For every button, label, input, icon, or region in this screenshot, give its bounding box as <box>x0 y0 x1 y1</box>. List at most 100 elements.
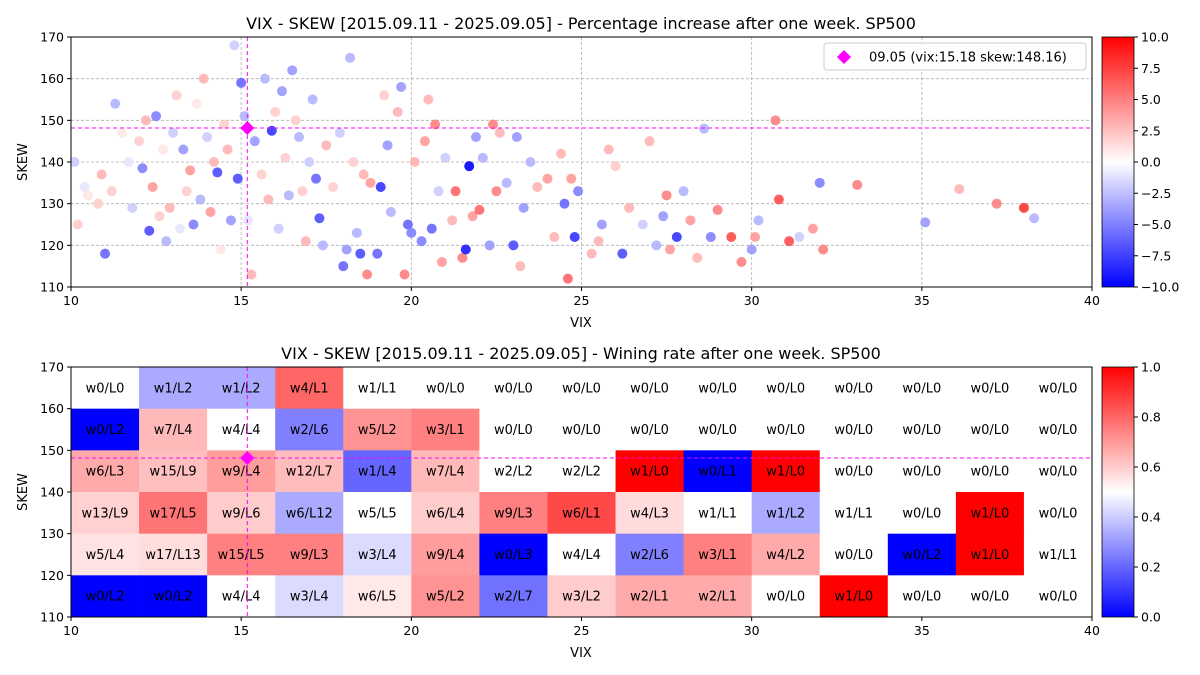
data-point <box>375 182 386 192</box>
data-point <box>726 232 737 242</box>
heatmap-cell-label: w9/L3 <box>290 548 329 563</box>
heatmap-cell-label: w3/L1 <box>698 548 737 563</box>
heatmap-cell-label: w0/L0 <box>1039 381 1078 396</box>
x-tick-label: 40 <box>1084 623 1100 638</box>
heatmap-cell <box>207 575 276 617</box>
heatmap-cell <box>819 367 889 410</box>
data-point <box>671 232 682 242</box>
data-point <box>188 219 199 230</box>
x-tick-label: 30 <box>744 623 760 638</box>
data-point <box>185 165 196 176</box>
data-point <box>280 152 291 163</box>
data-point <box>355 248 366 259</box>
data-point <box>518 202 529 213</box>
data-point <box>692 252 703 263</box>
colorbar-tick-label: 2.5 <box>1141 123 1161 138</box>
y-tick-label: 140 <box>40 155 64 170</box>
heatmap-cell <box>683 492 753 535</box>
heatmap-cell <box>615 450 684 493</box>
data-point <box>440 152 451 163</box>
heatmap-cell-label: w15/L9 <box>150 465 197 480</box>
data-point <box>586 248 597 259</box>
y-axis-label: SKEW <box>16 143 31 181</box>
data-point <box>658 211 669 222</box>
heatmap-cell <box>1023 450 1092 493</box>
heatmap-cell-label: w6/L12 <box>286 506 333 521</box>
heatmap-cell-label: w0/L0 <box>562 381 601 396</box>
x-tick-label: 20 <box>403 293 419 308</box>
y-tick-label: 140 <box>40 485 64 500</box>
heatmap-cell-label: w0/L0 <box>426 381 465 396</box>
heatmap-cell <box>207 492 276 535</box>
heatmap-cell <box>411 575 480 617</box>
heatmap-cell-label: w0/L0 <box>494 381 533 396</box>
data-point <box>436 257 447 267</box>
data-point <box>382 140 393 151</box>
data-point <box>297 186 308 197</box>
colorbar-tick-label: −7.5 <box>1141 248 1171 263</box>
heatmap-cell <box>955 367 1025 410</box>
data-point <box>770 115 781 126</box>
data-point <box>470 132 481 142</box>
data-point <box>573 186 584 197</box>
heatmap-cell <box>139 450 208 493</box>
data-point <box>991 198 1002 209</box>
heatmap-cell-label: w12/L7 <box>286 465 333 480</box>
data-point <box>287 65 298 76</box>
data-point <box>385 207 396 217</box>
colorbar-tick-label: −10.0 <box>1141 280 1179 295</box>
y-tick-label: 170 <box>40 360 64 375</box>
x-tick-label: 15 <box>233 623 249 638</box>
heatmap-cell-label: w6/L5 <box>358 590 397 605</box>
heatmap-cell-label: w0/L3 <box>494 548 533 563</box>
data-point <box>494 127 505 138</box>
heatmap-cell-label: w0/L0 <box>971 590 1010 605</box>
heatmap-cell <box>479 575 548 617</box>
heatmap-cell-label: w0/L0 <box>834 465 873 480</box>
data-point <box>450 186 461 197</box>
heatmap-cell <box>819 450 889 493</box>
data-point <box>79 182 90 192</box>
colorbar-tick-label: 7.5 <box>1141 61 1161 76</box>
colorbar-tick-label: 1.0 <box>1141 360 1161 375</box>
heatmap-cell-label: w3/L1 <box>426 423 465 438</box>
heatmap-cell-label: w5/L4 <box>86 548 125 563</box>
data-point <box>164 202 175 213</box>
data-point <box>1018 202 1029 213</box>
data-point <box>661 190 672 201</box>
heatmap-cell <box>887 450 957 493</box>
data-point <box>123 157 134 167</box>
heatmap-cell <box>139 367 208 410</box>
heatmap-cell <box>955 408 1025 451</box>
data-point <box>596 219 607 230</box>
heatmap-cell <box>275 492 344 535</box>
x-tick-label: 30 <box>744 293 760 308</box>
data-point <box>249 136 260 147</box>
data-point <box>195 194 206 205</box>
data-point <box>511 132 522 142</box>
data-point <box>229 40 240 51</box>
heatmap-cell <box>343 575 412 617</box>
heatmap-cell-label: w2/L1 <box>698 590 737 605</box>
data-point <box>208 157 219 167</box>
data-point <box>685 215 696 226</box>
heatmap-cell <box>479 367 548 410</box>
data-point <box>219 119 230 130</box>
data-point <box>532 182 543 192</box>
heatmap-cell-label: w0/L0 <box>902 506 941 521</box>
data-point <box>157 144 168 155</box>
data-point <box>277 86 288 97</box>
data-point <box>1029 213 1040 224</box>
data-point <box>852 179 863 190</box>
heatmap-cell-label: w7/L4 <box>426 465 465 480</box>
data-point <box>637 219 648 230</box>
data-point <box>426 223 437 234</box>
heatmap-cell-label: w0/L0 <box>834 381 873 396</box>
heatmap-cell-label: w4/L2 <box>766 548 805 563</box>
colorbar-tick-label: 0.4 <box>1141 510 1161 525</box>
data-point <box>328 182 339 192</box>
heatmap-cell <box>139 575 208 617</box>
heatmap-cell <box>479 533 548 576</box>
x-tick-label: 25 <box>574 623 590 638</box>
data-point <box>464 161 475 172</box>
